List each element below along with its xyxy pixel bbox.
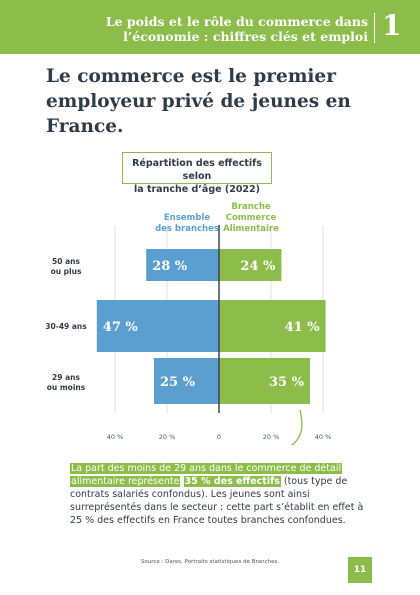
highlight-text-1: La part des moins de 29 ans dans le comm…	[70, 463, 343, 474]
category-label-line2: ou moins	[47, 383, 86, 392]
bar-value-label: 47 %	[103, 320, 139, 335]
category-label: 29 ans	[52, 373, 80, 382]
bar-value-label: 41 %	[285, 320, 321, 335]
top-banner: Le poids et le rôle du commerce dans l’é…	[0, 0, 420, 54]
bar-left	[96, 300, 219, 352]
x-tick-label: 40 %	[107, 433, 124, 441]
category-label: 50 ans	[52, 257, 80, 266]
x-tick-label: 40 %	[315, 433, 332, 441]
x-tick-label: 20 %	[263, 433, 280, 441]
x-tick-label: 20 %	[159, 433, 176, 441]
chapter-number: 1	[382, 9, 402, 42]
page-headline: Le commerce est le premier employeur pri…	[46, 66, 351, 137]
highlight-bold-value: 35 % des effectifs	[183, 476, 281, 487]
bar-right	[219, 300, 326, 352]
bar-right	[219, 249, 282, 281]
category-label: 30-49 ans	[45, 322, 87, 331]
bar-value-label: 35 %	[269, 375, 305, 390]
chapter-title-line2: l’économie : chiffres clés et emploi	[123, 29, 368, 44]
highlight-paragraph: La part des moins de 29 ans dans le comm…	[70, 462, 370, 527]
chart-title-line2: la tranche d’âge (2022)	[133, 184, 260, 195]
chapter-title: Le poids et le rôle du commerce dans l’é…	[68, 14, 368, 44]
bar-left	[154, 358, 219, 404]
chapter-title-line1: Le poids et le rôle du commerce dans	[105, 14, 368, 29]
category-label-line2: ou plus	[51, 267, 82, 276]
legend-left-line2: des branches	[155, 224, 219, 234]
bar-value-label: 28 %	[152, 259, 188, 274]
legend-left-line1: Ensemble	[164, 213, 211, 223]
callout-connector	[290, 409, 303, 445]
banner-divider	[374, 13, 375, 43]
chart-title-line1: Répartition des effectifs selon	[132, 158, 262, 182]
bar-value-label: 24 %	[240, 259, 276, 274]
paragraph-body: (tous type de contrats salariés confondu…	[70, 476, 364, 526]
source-note: Source : Dares, Portraits statistiques d…	[140, 559, 280, 565]
bar-right	[219, 358, 310, 404]
legend-right-line3: Alimentaire	[223, 224, 279, 234]
page-number: 11	[348, 557, 372, 583]
x-tick-label: 0	[217, 433, 221, 441]
highlight-text-2: alimentaire représente	[70, 476, 181, 487]
bar-value-label: 25 %	[160, 375, 196, 390]
legend-right-line2: Commerce	[226, 213, 277, 223]
legend-right-line1: Branche	[231, 202, 271, 212]
bar-left	[146, 249, 219, 281]
chart-title: Répartition des effectifs selon la tranc…	[122, 152, 272, 195]
